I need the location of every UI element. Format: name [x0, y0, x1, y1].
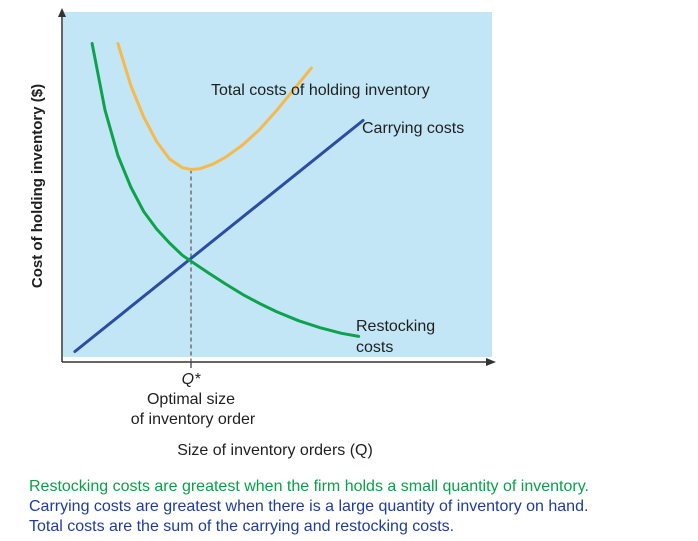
y-axis-title: Cost of holding inventory ($) — [29, 84, 46, 288]
caption-carrying: Carrying costs are greatest when there i… — [29, 498, 589, 515]
series-restocking-costs — [90, 42, 361, 338]
x-axis-title: Size of inventory orders (Q) — [177, 442, 373, 459]
y-axis-arrow — [58, 8, 66, 17]
x-axis-arrow — [486, 358, 496, 366]
caption-total: Total costs are the sum of the carrying … — [29, 518, 455, 535]
caption-restocking: Restocking costs are greatest when the f… — [29, 478, 589, 495]
label-carrying-costs: Carrying costs — [362, 120, 464, 137]
optimal-q-label: Q* — [182, 371, 201, 388]
series-carrying-costs — [73, 119, 365, 353]
plot-background — [63, 12, 492, 357]
label-restocking-line2: costs — [356, 339, 393, 356]
label-restocking-line1: Restocking — [356, 318, 435, 335]
optimal-caption-line1: Optimal size — [147, 391, 235, 408]
series-total-costs — [116, 42, 313, 171]
optimal-caption-line2: of inventory order — [131, 411, 256, 428]
label-total-costs: Total costs of holding inventory — [211, 82, 430, 99]
